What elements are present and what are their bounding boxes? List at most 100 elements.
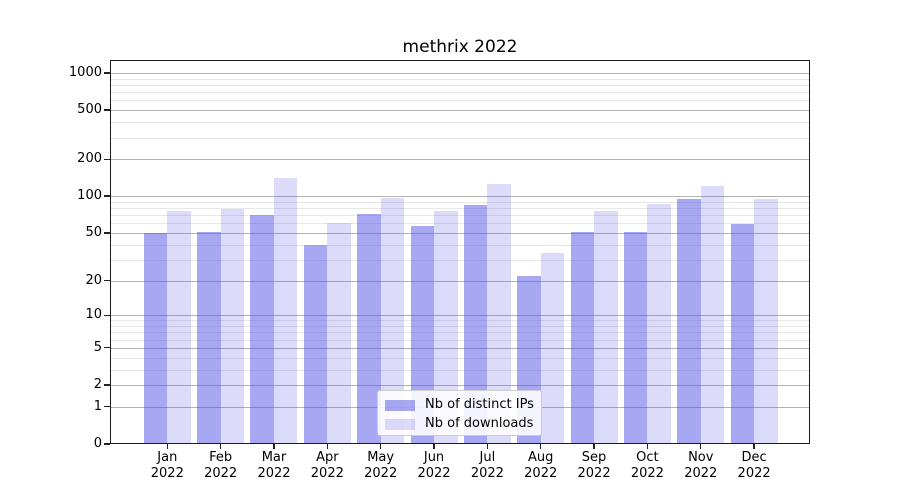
y-gridline-minor <box>110 339 810 341</box>
bar-downloads <box>647 204 671 444</box>
x-tick-mark <box>273 444 275 449</box>
x-tick-mark <box>433 444 435 449</box>
x-tick-mark <box>379 444 382 449</box>
bar-downloads <box>167 211 191 444</box>
y-gridline-minor <box>110 122 810 124</box>
x-tick-mark <box>166 444 168 449</box>
y-tick-mark <box>104 314 110 316</box>
x-tick-mark <box>593 444 595 449</box>
y-tick-label: 5 <box>93 339 102 355</box>
y-gridline-minor <box>110 92 810 94</box>
x-tick-label: Jan 2022 <box>150 450 184 481</box>
x-tick-label: Jun 2022 <box>417 450 451 481</box>
bar-distinct-ips <box>410 225 435 444</box>
legend-item-downloads: Nb of downloads <box>385 416 541 432</box>
bar-distinct-ips <box>730 224 755 444</box>
y-gridline-major <box>110 385 810 386</box>
y-tick-label: 200 <box>77 151 102 167</box>
x-tick-mark <box>753 444 755 449</box>
y-tick-label: 1000 <box>68 64 102 80</box>
x-tick-mark <box>540 444 542 449</box>
y-tick-mark <box>104 406 110 408</box>
bar-downloads <box>273 178 298 444</box>
x-tick-label: Jul 2022 <box>470 450 504 481</box>
x-tick-mark <box>486 444 489 449</box>
x-tick-label: Nov 2022 <box>684 450 718 481</box>
x-tick-label: Aug 2022 <box>524 450 558 481</box>
y-gridline-major <box>110 347 810 349</box>
legend-label-downloads: Nb of downloads <box>425 416 534 431</box>
bar-distinct-ips <box>143 232 168 444</box>
bar-distinct-ips <box>570 231 595 444</box>
y-gridline-major <box>110 159 810 161</box>
y-tick-label: 20 <box>85 272 102 288</box>
y-gridline-minor <box>110 137 810 139</box>
y-gridline-major <box>110 315 810 317</box>
bar-downloads <box>434 211 458 444</box>
y-tick-mark <box>104 384 110 386</box>
y-gridline-minor <box>110 208 810 210</box>
y-gridline-minor <box>110 332 810 334</box>
legend-item-distinct-ips: Nb of distinct IPs <box>385 397 541 413</box>
x-tick-label: Feb 2022 <box>204 450 238 481</box>
bar-distinct-ips <box>197 231 221 444</box>
y-gridline-major <box>110 280 810 282</box>
y-gridline-minor <box>110 357 810 359</box>
bar-downloads <box>594 211 618 444</box>
y-gridline-minor <box>110 84 810 86</box>
bar-distinct-ips <box>677 198 701 444</box>
x-tick-label: Apr 2022 <box>310 450 344 481</box>
bar-downloads <box>487 184 511 444</box>
y-tick-label: 2 <box>93 377 102 392</box>
y-tick-label: 0 <box>93 436 102 451</box>
y-gridline-minor <box>110 215 810 217</box>
y-gridline-minor <box>110 244 810 246</box>
x-tick-mark <box>646 444 649 449</box>
y-tick-label: 10 <box>85 307 102 323</box>
plot-area: Nb of distinct IPs Nb of downloads <box>110 60 810 444</box>
x-tick-label: May 2022 <box>364 450 398 481</box>
bar-downloads <box>220 209 245 444</box>
y-tick-label: 50 <box>85 224 102 240</box>
y-gridline-minor <box>110 259 810 261</box>
y-gridline-major <box>110 110 810 112</box>
y-gridline-minor <box>110 201 810 203</box>
bar-distinct-ips <box>303 244 328 444</box>
x-tick-mark <box>219 444 222 449</box>
bar-distinct-ips <box>250 215 274 444</box>
y-tick-label: 1 <box>93 398 102 414</box>
y-tick-mark <box>104 109 110 111</box>
chart-title: methrix 2022 <box>402 37 518 57</box>
y-tick-mark <box>104 279 110 282</box>
y-gridline-minor <box>110 223 810 225</box>
legend-swatch-distinct-ips <box>385 399 415 411</box>
y-tick-mark <box>104 443 110 445</box>
x-tick-label: Mar 2022 <box>257 450 291 481</box>
x-tick-mark <box>700 444 702 449</box>
y-tick-mark <box>104 232 110 234</box>
bar-downloads <box>700 185 725 444</box>
y-tick-mark <box>104 72 110 74</box>
bar-distinct-ips <box>357 214 381 444</box>
y-gridline-major <box>110 72 810 74</box>
y-tick-label: 100 <box>77 188 102 204</box>
y-tick-mark <box>104 195 110 197</box>
legend-label-distinct-ips: Nb of distinct IPs <box>425 397 534 412</box>
y-gridline-major <box>110 232 810 234</box>
x-tick-label: Oct 2022 <box>630 450 664 481</box>
legend-swatch-downloads <box>385 418 415 430</box>
bar-downloads <box>540 253 565 444</box>
y-tick-label: 500 <box>77 102 102 118</box>
y-gridline-minor <box>110 326 810 327</box>
y-gridline-minor <box>110 320 810 322</box>
x-tick-label: Sep 2022 <box>577 450 611 481</box>
y-gridline-major <box>110 196 810 198</box>
bar-distinct-ips <box>623 231 648 444</box>
y-gridline-minor <box>110 78 810 80</box>
x-tick-label: Dec 2022 <box>737 450 771 481</box>
bar-downloads <box>380 197 405 444</box>
x-tick-mark <box>326 444 329 449</box>
y-gridline-minor <box>110 100 810 102</box>
bar-distinct-ips <box>463 205 488 444</box>
